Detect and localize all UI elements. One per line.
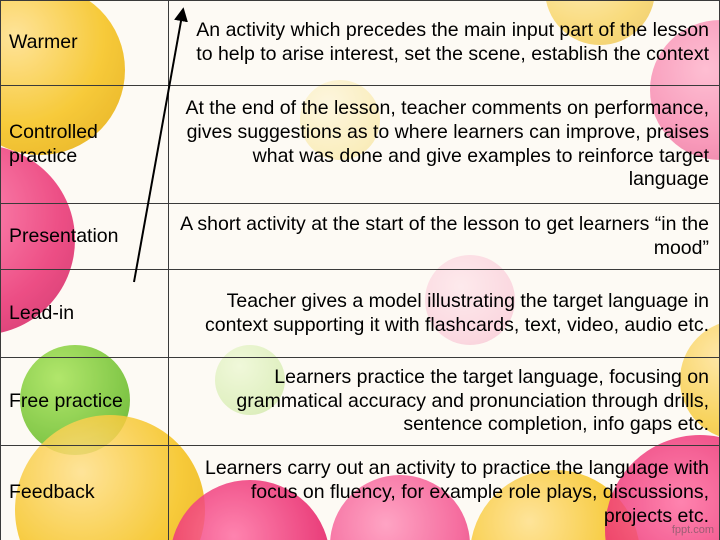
- term-cell: Free practice: [1, 358, 169, 446]
- definition-cell: A short activity at the start of the les…: [169, 204, 720, 270]
- term-cell: Feedback: [1, 446, 169, 540]
- table-row: FeedbackLearners carry out an activity t…: [1, 446, 720, 540]
- definition-cell: Learners practice the target language, f…: [169, 358, 720, 446]
- definition-cell: At the end of the lesson, teacher commen…: [169, 86, 720, 204]
- table-row: WarmerAn activity which precedes the mai…: [1, 1, 720, 86]
- term-cell: Lead-in: [1, 270, 169, 358]
- table-row: Free practiceLearners practice the targe…: [1, 358, 720, 446]
- watermark: fppt.com: [672, 524, 714, 536]
- slide-content: WarmerAn activity which precedes the mai…: [0, 0, 720, 540]
- matching-table: WarmerAn activity which precedes the mai…: [0, 0, 720, 540]
- definition-cell: An activity which precedes the main inpu…: [169, 1, 720, 86]
- definition-cell: Learners carry out an activity to practi…: [169, 446, 720, 540]
- definition-cell: Teacher gives a model illustrating the t…: [169, 270, 720, 358]
- term-cell: Presentation: [1, 204, 169, 270]
- term-cell: Controlled practice: [1, 86, 169, 204]
- table-row: PresentationA short activity at the star…: [1, 204, 720, 270]
- table-row: Controlled practiceAt the end of the les…: [1, 86, 720, 204]
- term-cell: Warmer: [1, 1, 169, 86]
- table-row: Lead-inTeacher gives a model illustratin…: [1, 270, 720, 358]
